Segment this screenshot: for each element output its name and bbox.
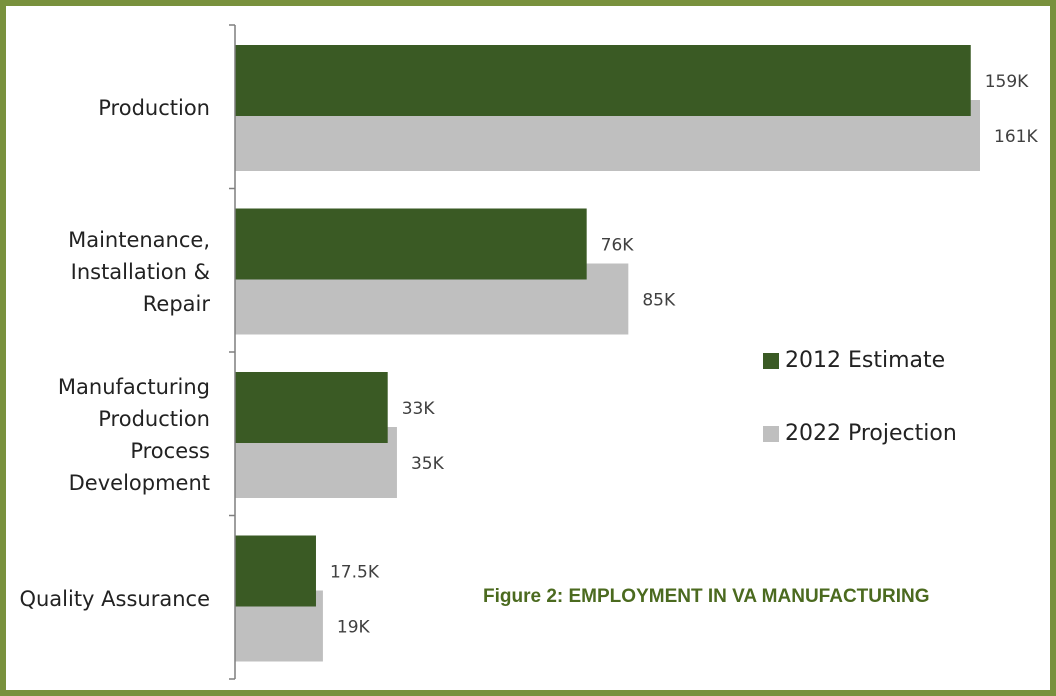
- category-label-2: Manufacturing Production Process Developmen…: [58, 371, 210, 499]
- legend-label-2012: 2012 Estimate: [785, 348, 946, 373]
- category-label-line: Installation &: [70, 259, 210, 284]
- data-label-2012-0: 159K: [985, 72, 1029, 92]
- data-label-2012-2: 33K: [402, 399, 436, 419]
- category-label-3: Quality Assurance: [19, 583, 210, 615]
- data-label-2022-3: 19K: [337, 618, 371, 638]
- category-label-0: Production: [98, 92, 210, 124]
- legend-swatch-2022: [763, 425, 779, 442]
- category-label-line: Quality Assurance: [19, 586, 210, 611]
- category-label-line: Process: [130, 439, 210, 463]
- bar-2012-1: [235, 208, 587, 280]
- category-label-line: Maintenance,: [68, 227, 210, 252]
- figure-caption: Figure 2: EMPLOYMENT IN VA MANUFACTURING: [483, 586, 930, 607]
- data-label-2012-1: 76K: [601, 236, 635, 256]
- legend-item-2022: 2022 Projection: [763, 421, 957, 446]
- bar-2012-3: [235, 535, 316, 607]
- category-label-line: Manufacturing: [57, 375, 210, 399]
- data-label-2022-1: 85K: [642, 291, 676, 311]
- bar-2012-2: [235, 372, 388, 443]
- data-label-2012-3: 17.5K: [330, 563, 380, 583]
- bar-2012-0: [235, 45, 971, 116]
- legend-item-2012: 2012 Estimate: [763, 348, 945, 373]
- data-label-2022-2: 35K: [411, 454, 445, 474]
- category-label-line: Production: [98, 96, 210, 120]
- category-label-line: Production: [98, 407, 210, 431]
- legend-swatch-2012: [763, 352, 779, 369]
- data-label-2022-0: 161K: [994, 127, 1038, 147]
- category-label-line: Repair: [142, 291, 210, 316]
- legend-label-2022: 2022 Projection: [785, 421, 957, 446]
- category-label-1: Maintenance, Installation & Repair: [68, 224, 210, 320]
- category-label-line: Development: [68, 471, 210, 495]
